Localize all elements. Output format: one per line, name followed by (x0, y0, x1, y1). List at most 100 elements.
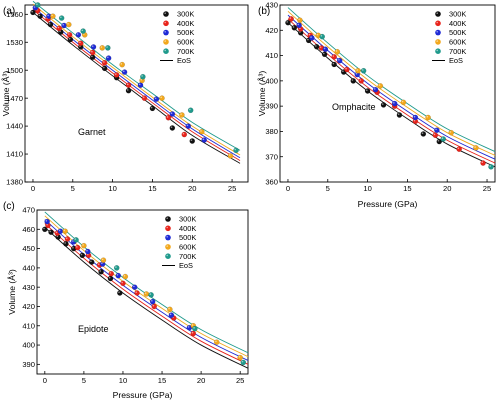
data-point-highlight (101, 262, 103, 265)
data-point-700K (58, 15, 65, 21)
y-tick-label: 1560 (6, 10, 23, 19)
x-tick-label: 15 (158, 376, 166, 385)
legend-marker-highlight (436, 31, 439, 33)
data-point-700K (233, 147, 239, 154)
data-point-300K (101, 65, 108, 72)
data-point-highlight (126, 89, 129, 91)
data-point-highlight (345, 67, 347, 70)
data-point-400K (181, 131, 188, 138)
data-point-600K (448, 129, 454, 136)
eos-curve-600K (44, 215, 249, 358)
data-point-500K (61, 22, 67, 29)
data-point-400K (344, 66, 350, 73)
panel-letter: (a) (3, 6, 15, 17)
panel-2: (c) 0 5 10 15 20 25 390 400 410 420 430 440 450 460 470… (3, 201, 249, 400)
data-point-600K (50, 13, 56, 19)
data-point-300K (350, 78, 357, 84)
data-point-400K (89, 49, 96, 56)
data-point-700K (148, 292, 154, 298)
data-point-300K (396, 112, 403, 118)
data-point-highlight (435, 128, 437, 131)
data-point-500K (296, 22, 302, 28)
x-axis-title: Pressure (GPa) (358, 199, 418, 209)
legend-eos-label: EoS (179, 261, 193, 270)
data-point-600K (66, 21, 72, 28)
legend-label: 600K (179, 243, 196, 252)
data-point-400K (358, 78, 364, 84)
data-point-500K (85, 248, 91, 255)
data-point-highlight (397, 113, 400, 115)
legend-label: 300K (449, 10, 466, 19)
data-point-highlight (489, 165, 492, 167)
data-point-500K (90, 44, 97, 50)
data-point-400K (331, 54, 337, 60)
x-tick-label: 20 (197, 376, 205, 385)
data-point-400K (64, 236, 71, 242)
data-point-highlight (116, 274, 119, 276)
data-point-700K (440, 136, 446, 142)
data-point-highlight (457, 147, 460, 150)
data-point-highlight (58, 229, 61, 232)
data-point-700K (187, 107, 194, 114)
legend-marker-300K (435, 11, 441, 17)
y-axis-title: Volume (Å³) (1, 71, 11, 117)
data-point-600K (99, 45, 106, 51)
data-point-300K (88, 259, 95, 265)
data-point-300K (89, 54, 96, 60)
data-point-400K (120, 280, 126, 287)
data-point-highlight (169, 313, 172, 316)
data-point-highlight (433, 133, 436, 136)
data-point-500K (121, 69, 128, 75)
data-point-highlight (365, 89, 368, 91)
data-point-highlight (381, 103, 384, 105)
data-point-500K (201, 137, 207, 143)
data-point-highlight (90, 260, 92, 263)
data-point-300K (67, 36, 74, 43)
data-point-highlight (187, 326, 190, 328)
y-tick-label: 420 (22, 302, 35, 311)
data-point-300K (47, 21, 54, 28)
legend-marker-highlight (164, 31, 166, 33)
data-point-highlight (170, 126, 173, 128)
data-point-highlight (120, 63, 123, 65)
data-point-highlight (421, 132, 424, 134)
data-point-highlight (320, 35, 323, 37)
data-point-600K (400, 99, 407, 106)
data-point-highlight (359, 79, 362, 81)
legend-marker-600K (435, 39, 441, 45)
data-point-highlight (121, 281, 123, 284)
data-point-400K (288, 16, 294, 22)
data-point-highlight (413, 115, 416, 118)
data-point-700K (240, 359, 247, 366)
y-tick-label: 430 (22, 283, 35, 292)
y-tick-label: 410 (265, 51, 278, 60)
legend-marker-highlight (166, 245, 168, 247)
data-point-highlight (47, 14, 49, 17)
data-point-600K (100, 257, 107, 263)
legend-marker-700K (435, 48, 441, 54)
legend-marker-600K (163, 39, 169, 45)
data-point-highlight (122, 70, 125, 73)
y-tick-label: 390 (22, 360, 35, 369)
legend-marker-300K (165, 216, 171, 222)
x-tick-label: 25 (236, 376, 244, 385)
y-axis-title: Volume (Å³) (257, 71, 267, 117)
y-tick-label: 430 (265, 1, 278, 10)
data-point-500K (75, 32, 82, 38)
data-point-600K (119, 61, 125, 68)
data-point-highlight (65, 237, 68, 239)
data-point-highlight (298, 18, 300, 21)
data-point-highlight (191, 324, 194, 326)
data-point-highlight (68, 33, 70, 35)
x-tick-label: 20 (188, 184, 196, 193)
data-point-highlight (63, 229, 66, 232)
data-point-highlight (76, 246, 78, 248)
y-tick-label: 1380 (6, 178, 23, 187)
data-point-highlight (68, 37, 71, 40)
data-point-700K (34, 2, 41, 8)
data-point-highlight (51, 14, 53, 17)
data-point-highlight (144, 292, 147, 294)
data-point-highlight (351, 79, 354, 81)
data-point-400K (74, 244, 81, 251)
